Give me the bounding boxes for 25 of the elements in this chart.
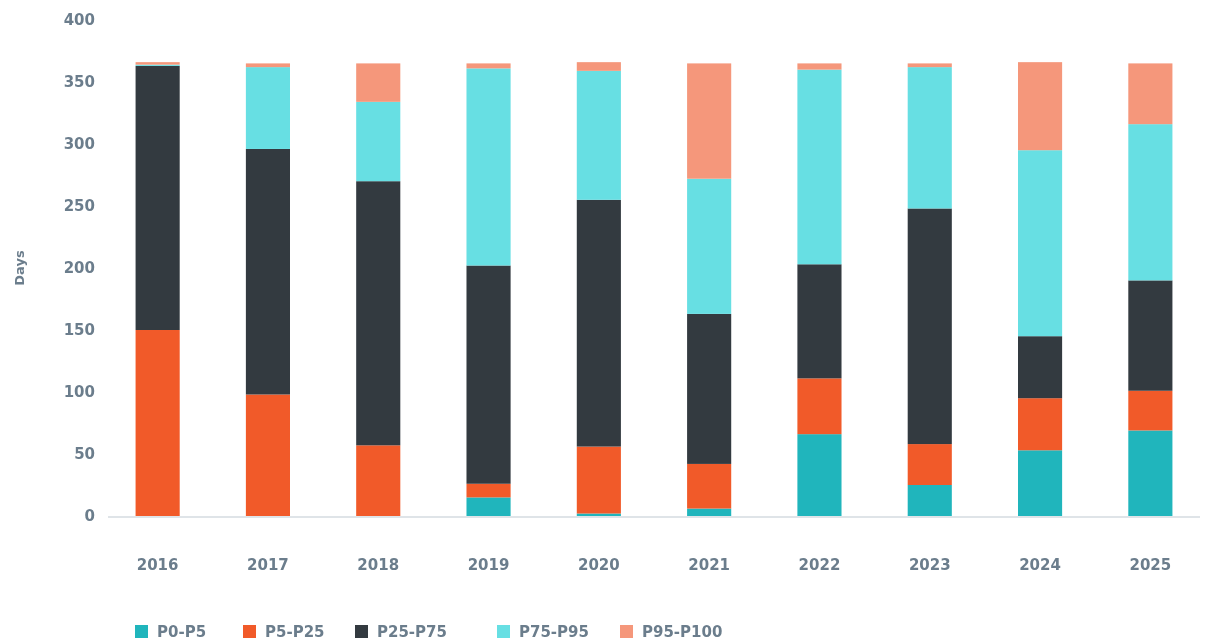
legend-label: P5-P25 [265, 623, 325, 642]
legend-label: P0-P5 [157, 623, 207, 642]
y-tick-label: 400 [63, 11, 95, 30]
x-tick-label: 2025 [1129, 556, 1172, 575]
x-tick-label: 2017 [247, 556, 289, 575]
legend-label: P95-P100 [642, 623, 723, 642]
y-axis-title: Days [12, 250, 27, 286]
x-tick-label: 2022 [798, 556, 841, 575]
y-tick-label: 300 [63, 135, 95, 154]
x-tick-label: 2020 [577, 556, 620, 575]
legend-label: P25-P75 [377, 623, 447, 642]
x-tick-label: 2021 [688, 556, 731, 575]
legend-label: P75-P95 [519, 623, 589, 642]
y-tick-label: 0 [84, 507, 95, 526]
y-tick-label: 200 [63, 259, 95, 278]
x-tick-label: 2024 [1019, 556, 1061, 575]
y-tick-label: 150 [63, 321, 95, 340]
x-tick-label: 2019 [467, 556, 510, 575]
y-tick-label: 250 [63, 197, 95, 216]
y-tick-label: 50 [74, 445, 95, 464]
y-tick-label: 100 [63, 383, 95, 402]
x-tick-label: 2023 [908, 556, 951, 575]
x-tick-label: 2016 [136, 556, 179, 575]
x-tick-label: 2018 [357, 556, 400, 575]
y-tick-label: 350 [63, 73, 95, 92]
